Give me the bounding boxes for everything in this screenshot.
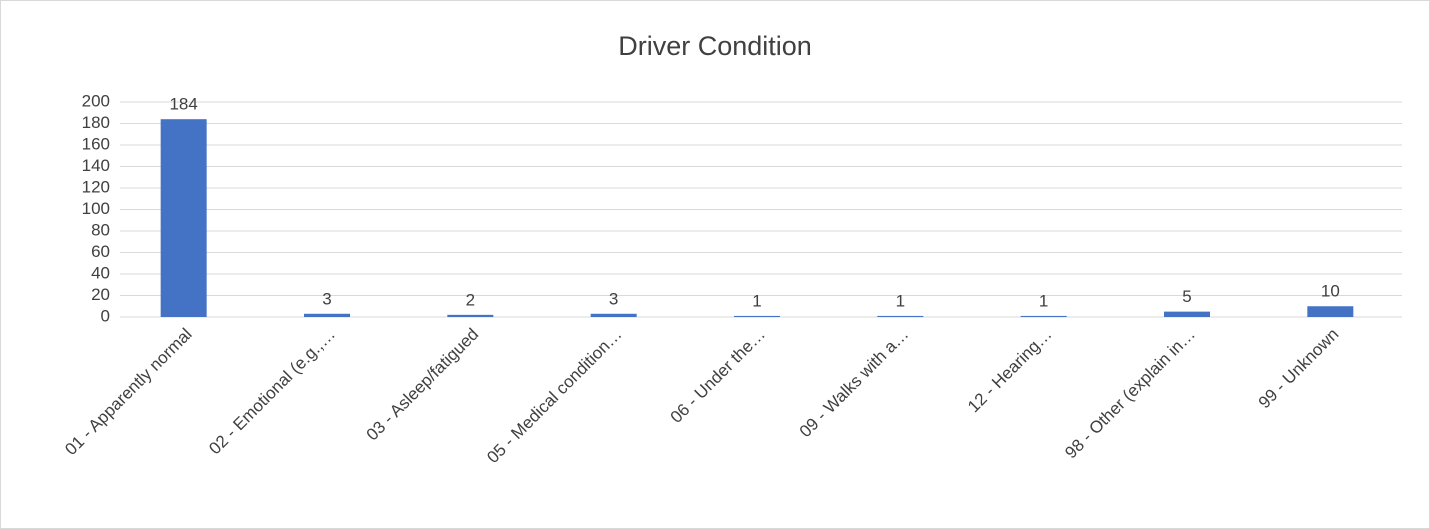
y-tick-label: 80 bbox=[91, 220, 110, 239]
bar bbox=[734, 315, 780, 317]
bar bbox=[1164, 311, 1210, 317]
bar bbox=[160, 119, 207, 317]
y-tick-label: 200 bbox=[82, 91, 110, 110]
y-tick-label: 20 bbox=[91, 285, 110, 304]
bar bbox=[1020, 315, 1067, 317]
y-tick-label: 140 bbox=[82, 156, 110, 175]
value-label: 1 bbox=[1039, 291, 1048, 310]
value-label: 5 bbox=[1182, 287, 1191, 306]
y-tick-label: 60 bbox=[91, 242, 110, 261]
bar bbox=[304, 313, 350, 317]
bar bbox=[1307, 306, 1354, 317]
chart-title: Driver Condition bbox=[618, 31, 812, 61]
y-tick-label: 160 bbox=[82, 134, 110, 153]
value-label: 1 bbox=[752, 291, 761, 310]
bar bbox=[877, 315, 924, 317]
y-tick-label: 180 bbox=[82, 113, 110, 132]
y-tick-label: 100 bbox=[82, 199, 110, 218]
bar bbox=[590, 313, 637, 317]
bar bbox=[447, 314, 494, 317]
y-tick-label: 120 bbox=[82, 177, 110, 196]
y-tick-label: 40 bbox=[91, 263, 110, 282]
value-label: 3 bbox=[609, 289, 618, 308]
value-label: 10 bbox=[1321, 282, 1340, 301]
value-label: 1 bbox=[896, 291, 905, 310]
value-label: 184 bbox=[169, 95, 197, 114]
value-label: 2 bbox=[466, 290, 475, 309]
y-tick-label: 0 bbox=[101, 306, 110, 325]
value-label: 3 bbox=[322, 289, 331, 308]
